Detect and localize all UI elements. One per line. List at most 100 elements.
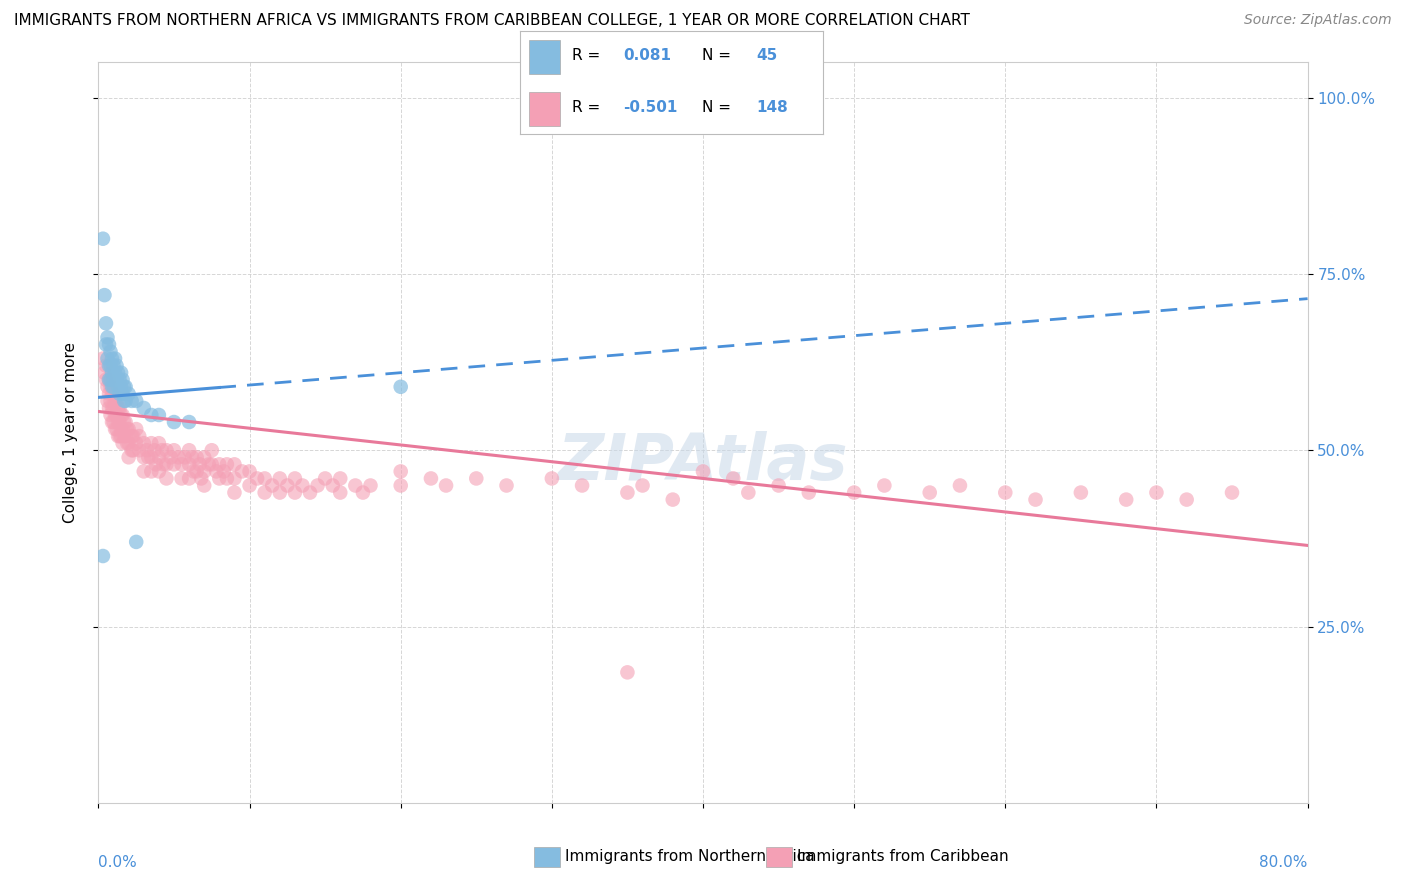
Y-axis label: College, 1 year or more: College, 1 year or more bbox=[63, 343, 77, 523]
Point bbox=[132, 401, 155, 415]
Point bbox=[150, 443, 173, 458]
Point bbox=[96, 351, 118, 366]
Point bbox=[1070, 485, 1092, 500]
Point bbox=[112, 415, 135, 429]
Point bbox=[118, 387, 141, 401]
Point bbox=[118, 436, 141, 450]
Point bbox=[101, 401, 124, 415]
Point bbox=[224, 458, 246, 472]
Point bbox=[100, 344, 122, 359]
Point bbox=[103, 359, 125, 373]
Point bbox=[128, 429, 150, 443]
Point bbox=[114, 429, 136, 443]
Point bbox=[239, 478, 262, 492]
Point bbox=[163, 443, 186, 458]
Point bbox=[269, 471, 291, 485]
Point bbox=[152, 458, 174, 472]
Point bbox=[103, 373, 125, 387]
Point bbox=[98, 359, 121, 373]
Point bbox=[108, 429, 131, 443]
Point bbox=[155, 458, 177, 472]
Point bbox=[873, 478, 896, 492]
Point bbox=[188, 458, 211, 472]
Point bbox=[540, 471, 562, 485]
Point bbox=[98, 401, 121, 415]
Text: 148: 148 bbox=[756, 100, 787, 115]
Point bbox=[692, 464, 714, 478]
Point bbox=[121, 429, 143, 443]
Point bbox=[112, 380, 135, 394]
Point bbox=[269, 485, 291, 500]
Point bbox=[107, 415, 129, 429]
Point bbox=[107, 401, 129, 415]
Point bbox=[114, 380, 136, 394]
Text: IMMIGRANTS FROM NORTHERN AFRICA VS IMMIGRANTS FROM CARIBBEAN COLLEGE, 1 YEAR OR : IMMIGRANTS FROM NORTHERN AFRICA VS IMMIG… bbox=[14, 13, 970, 29]
Point bbox=[1175, 492, 1198, 507]
Point bbox=[101, 415, 124, 429]
Point bbox=[115, 422, 138, 436]
Point bbox=[179, 458, 201, 472]
Point bbox=[329, 471, 352, 485]
Point bbox=[122, 443, 145, 458]
Point bbox=[179, 415, 201, 429]
Point bbox=[91, 549, 114, 563]
Point bbox=[163, 415, 186, 429]
Text: Source: ZipAtlas.com: Source: ZipAtlas.com bbox=[1244, 13, 1392, 28]
Point bbox=[186, 450, 208, 465]
Point bbox=[661, 492, 683, 507]
Point bbox=[105, 359, 128, 373]
Point bbox=[253, 485, 276, 500]
Point bbox=[284, 471, 307, 485]
Point bbox=[110, 422, 132, 436]
Point bbox=[239, 464, 262, 478]
Point bbox=[94, 373, 117, 387]
Point bbox=[465, 471, 488, 485]
Text: 80.0%: 80.0% bbox=[1260, 855, 1308, 870]
Point bbox=[193, 478, 215, 492]
Point bbox=[201, 458, 224, 472]
Point bbox=[167, 450, 190, 465]
Point bbox=[132, 450, 155, 465]
Text: Immigrants from Northern Africa: Immigrants from Northern Africa bbox=[565, 849, 815, 863]
Point bbox=[434, 478, 457, 492]
Point bbox=[110, 366, 132, 380]
Point bbox=[231, 464, 253, 478]
Point bbox=[100, 393, 122, 408]
Point bbox=[93, 366, 115, 380]
Point bbox=[215, 458, 238, 472]
Point bbox=[104, 422, 127, 436]
Point bbox=[190, 471, 212, 485]
Point bbox=[115, 436, 138, 450]
Point bbox=[173, 450, 195, 465]
Point bbox=[98, 373, 121, 387]
Point bbox=[208, 458, 231, 472]
Point bbox=[205, 464, 228, 478]
Point bbox=[100, 359, 122, 373]
Point bbox=[103, 415, 125, 429]
Point bbox=[100, 408, 122, 422]
Point bbox=[170, 471, 193, 485]
Point bbox=[389, 478, 412, 492]
Point bbox=[108, 401, 131, 415]
Point bbox=[111, 387, 134, 401]
Point bbox=[91, 351, 114, 366]
Point bbox=[155, 443, 177, 458]
Point bbox=[125, 422, 148, 436]
Point bbox=[215, 471, 238, 485]
Point bbox=[844, 485, 866, 500]
Point bbox=[104, 366, 127, 380]
Point bbox=[132, 464, 155, 478]
Point bbox=[1024, 492, 1046, 507]
Point bbox=[111, 422, 134, 436]
Point bbox=[101, 351, 124, 366]
Point bbox=[723, 471, 745, 485]
Point bbox=[114, 415, 136, 429]
Text: Immigrants from Caribbean: Immigrants from Caribbean bbox=[797, 849, 1010, 863]
Point bbox=[104, 393, 127, 408]
Point bbox=[224, 485, 246, 500]
Point bbox=[98, 387, 121, 401]
Point bbox=[148, 436, 170, 450]
Point bbox=[111, 436, 134, 450]
Bar bbox=[529, 40, 560, 74]
Point bbox=[135, 443, 157, 458]
